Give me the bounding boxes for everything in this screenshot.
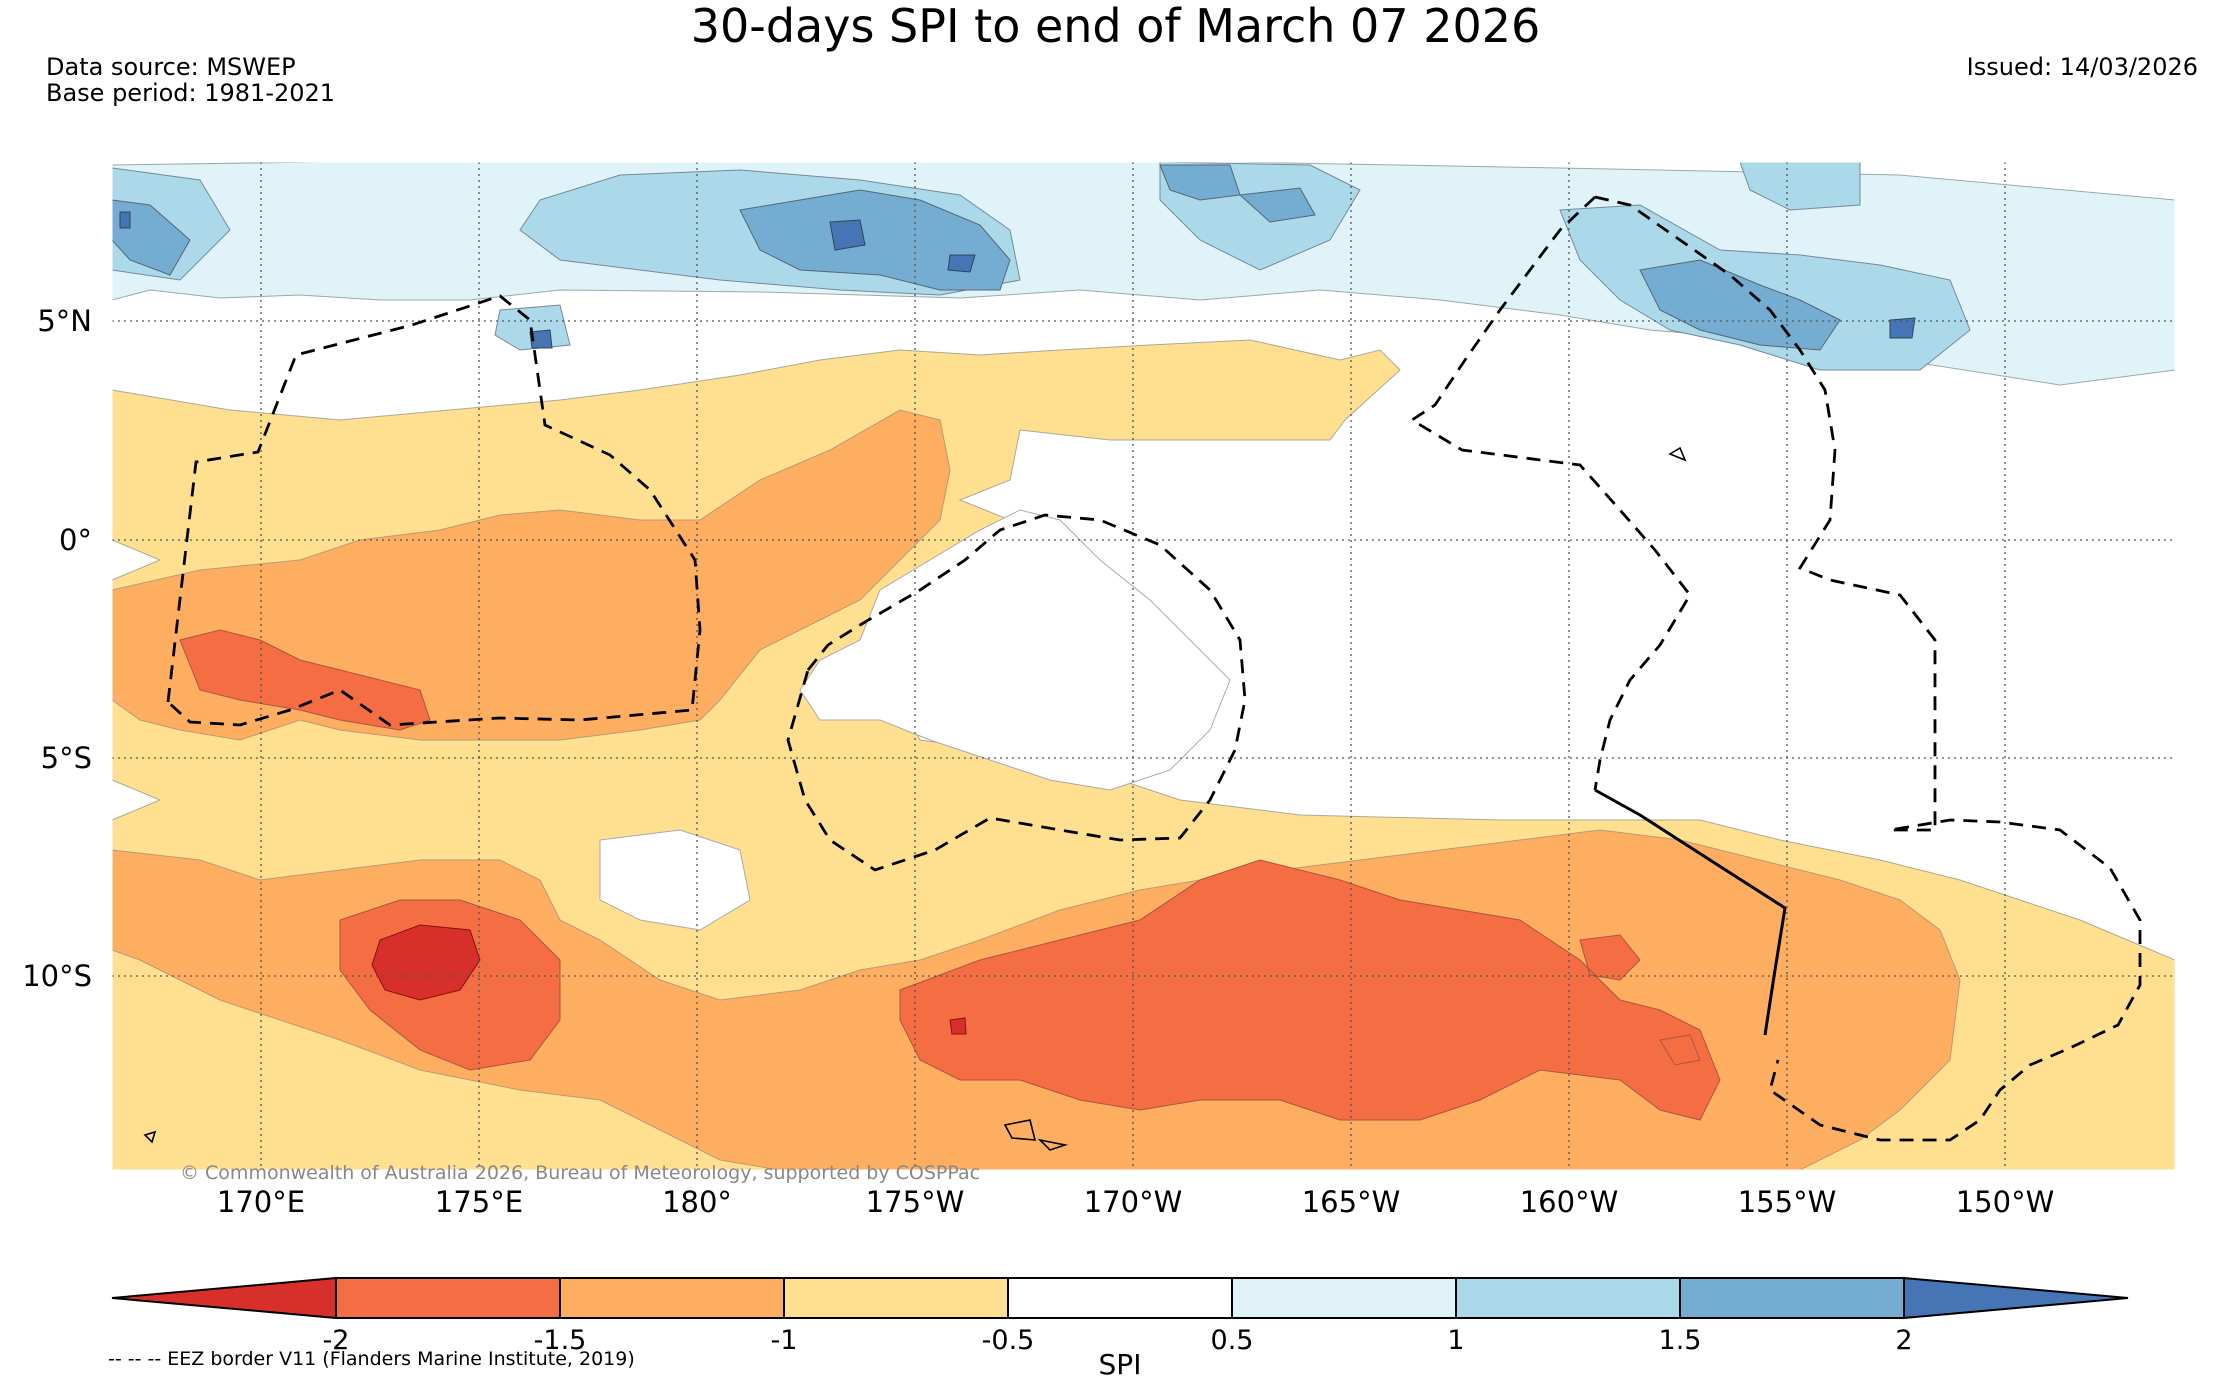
spi-dry-zone-severe: [179, 629, 1721, 1121]
data-source-label: Data source: MSWEP: [46, 53, 296, 81]
colorbar-tick-label: -2: [323, 1325, 350, 1356]
colorbar: -2 -1.5 -1 -0.5 0.5 1 1.5 2: [111, 1276, 2129, 1356]
colorbar-segment: [1679, 1277, 1905, 1319]
colorbar-segment: [1231, 1277, 1457, 1319]
colorbar-segment: [1455, 1277, 1681, 1319]
colorbar-arrow-low: [111, 1276, 337, 1320]
lon-label-170w: 170°W: [1084, 1185, 1183, 1219]
lon-label-175e: 175°E: [435, 1185, 523, 1219]
lat-label-10s: 10°S: [22, 959, 92, 993]
colorbar-segment: [335, 1277, 561, 1319]
colorbar-tick-label: -0.5: [982, 1325, 1035, 1356]
spi-no-anomaly-hole-central: [799, 509, 1231, 791]
colorbar-tick-label: -1.5: [534, 1325, 587, 1356]
issued-date-label: Issued: 14/03/2026: [1966, 53, 2198, 81]
spi-wet-zone-strong: [112, 164, 1841, 351]
colorbar-title: SPI: [1098, 1348, 1142, 1381]
colorbar-tick-label: 1.5: [1659, 1325, 1702, 1356]
map-frame: [111, 161, 2176, 1171]
lat-label-5s: 5°S: [41, 741, 92, 775]
colorbar-segment: [1007, 1277, 1233, 1319]
lon-label-160w: 160°W: [1520, 1185, 1619, 1219]
colorbar-segment: [559, 1277, 785, 1319]
colorbar-segment: [783, 1277, 1009, 1319]
colorbar-tick-label: 0.5: [1211, 1325, 1254, 1356]
eez-borders: [166, 195, 2142, 1142]
colorbar-tick-label: -1: [771, 1325, 798, 1356]
spi-wet-zone-peak: [119, 211, 1916, 349]
copyright-notice: © Commonwealth of Australia 2026, Bureau…: [180, 1162, 980, 1184]
colorbar-tick-label: 1: [1447, 1325, 1464, 1356]
lon-label-180: 180°: [662, 1185, 732, 1219]
lon-label-150w: 150°W: [1956, 1185, 2055, 1219]
map-title: 30-days SPI to end of March 07 2026: [690, 0, 1541, 53]
graticule: [112, 162, 2175, 1170]
lon-label-155w: 155°W: [1738, 1185, 1837, 1219]
eez-border-legend: -- -- -- EEZ border V11 (Flanders Marine…: [108, 1348, 635, 1370]
lat-label-0: 0°: [59, 523, 92, 557]
eez-border-solid: [1594, 788, 1787, 1036]
base-period-label: Base period: 1981-2021: [46, 79, 336, 107]
lon-label-165w: 165°W: [1302, 1185, 1401, 1219]
spi-no-anomaly-hole-southwest: [599, 829, 751, 931]
colorbar-arrow-high: [1903, 1276, 2129, 1320]
lon-label-175w: 175°W: [866, 1185, 965, 1219]
spi-field: [112, 162, 2175, 1170]
lon-label-170e: 170°E: [217, 1185, 305, 1219]
spi-dry-zone-extreme: [371, 924, 967, 1035]
lat-label-5n: 5°N: [37, 304, 92, 338]
islands: [143, 446, 1687, 1151]
colorbar-tick-label: 2: [1895, 1325, 1912, 1356]
